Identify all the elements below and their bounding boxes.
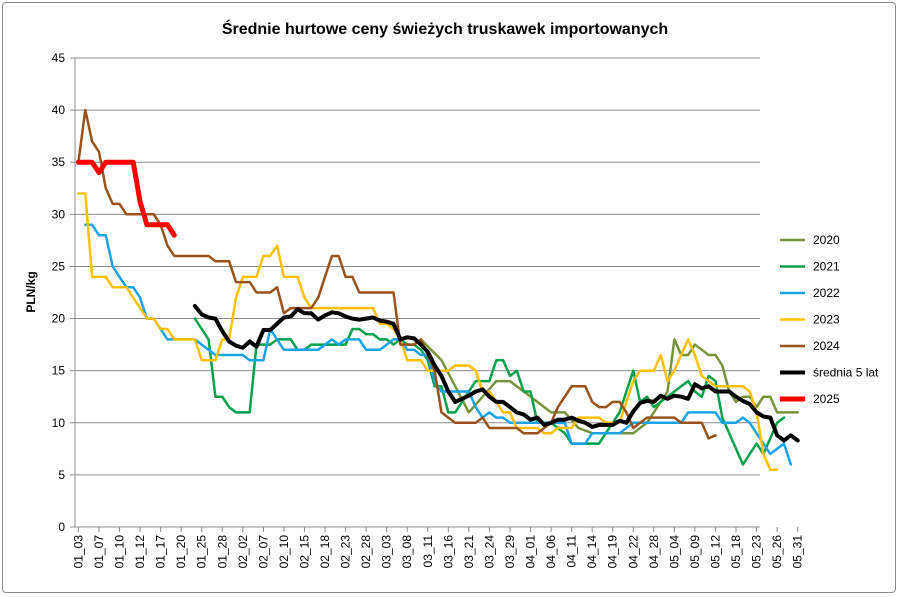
x-tick-label: 01_17 <box>154 535 168 569</box>
y-tick-label: 10 <box>52 416 66 430</box>
series-line-średnia-5-lat <box>192 304 800 443</box>
x-tick-label: 03_29 <box>503 535 517 569</box>
y-tick-label: 45 <box>52 51 66 65</box>
y-tick-label: 5 <box>58 468 65 482</box>
x-tick-label: 04_06 <box>544 535 558 569</box>
legend-label: 2023 <box>813 313 840 327</box>
y-tick-label: 40 <box>52 103 66 117</box>
x-tick-label: 05_23 <box>750 535 764 569</box>
legend-label: 2024 <box>813 339 840 353</box>
series-line-2021 <box>193 317 786 466</box>
x-tick-label: 05_26 <box>770 535 784 569</box>
x-tick-label: 05_31 <box>791 535 805 569</box>
x-tick-label: 04_28 <box>647 535 661 569</box>
x-tick-label: 03_08 <box>400 535 414 569</box>
gridlines <box>75 57 760 476</box>
x-axis-ticks: 01_03 01_07 01_10 01_12 01_17 01_20 01_25 01_28… <box>71 527 805 569</box>
x-tick-label: 05_04 <box>667 535 681 569</box>
x-tick-label: 01_07 <box>92 535 106 569</box>
y-tick-label: 35 <box>52 155 66 169</box>
x-tick-label: 05_09 <box>688 535 702 569</box>
x-tick-label: 01_12 <box>133 535 147 569</box>
series-line-2024 <box>77 108 717 440</box>
series-line-2023 <box>77 192 779 471</box>
x-tick-label: 03_16 <box>441 535 455 569</box>
y-tick-label: 20 <box>52 312 66 326</box>
x-tick-label: 02_07 <box>256 535 270 569</box>
x-tick-label: 01_28 <box>215 535 229 569</box>
y-axis-label: PLN/kg <box>24 271 38 312</box>
x-tick-label: 02_15 <box>297 535 311 569</box>
legend-label: 2021 <box>813 260 840 274</box>
x-tick-label: 03_03 <box>380 535 394 569</box>
y-axis-ticks: 0 5 10 15 20 25 30 35 40 45 <box>52 51 75 534</box>
chart-title: Średnie hurtowe ceny świeżych truskawek … <box>222 19 668 38</box>
legend-label: 2020 <box>813 233 840 247</box>
x-tick-label: 04_19 <box>606 535 620 569</box>
x-tick-label: 01_10 <box>113 535 127 569</box>
x-tick-label: 04_11 <box>565 535 579 568</box>
y-tick-label: 25 <box>52 259 66 273</box>
legend-label: średnia 5 lat <box>813 366 879 380</box>
y-tick-label: 30 <box>52 207 66 221</box>
x-tick-label: 01_03 <box>71 535 85 569</box>
x-tick-label: 02_10 <box>277 535 291 569</box>
legend-label: 2025 <box>813 392 840 406</box>
series-group <box>75 108 800 471</box>
x-tick-label: 03_21 <box>462 535 476 569</box>
x-tick-label: 05_12 <box>708 535 722 569</box>
x-tick-label: 03_24 <box>482 535 496 569</box>
x-tick-label: 04_01 <box>524 535 538 569</box>
x-tick-label: 02_23 <box>339 535 353 569</box>
axes <box>74 58 760 528</box>
x-tick-label: 02_02 <box>236 535 250 569</box>
y-tick-label: 0 <box>58 520 65 534</box>
x-tick-label: 05_18 <box>729 535 743 569</box>
x-tick-label: 01_25 <box>195 535 209 569</box>
x-tick-label: 04_14 <box>585 535 599 569</box>
legend-label: 2022 <box>813 286 840 300</box>
y-tick-label: 15 <box>52 364 66 378</box>
x-tick-label: 02_18 <box>318 535 332 569</box>
x-tick-label: 04_22 <box>626 535 640 569</box>
series-line-2025 <box>75 159 177 238</box>
legend: 2020 2021 2022 2023 2024 średnia 5 lat 2025 <box>780 233 879 406</box>
x-tick-label: 02_28 <box>359 535 373 569</box>
x-tick-label: 01_20 <box>174 535 188 569</box>
x-tick-label: 03_11 <box>421 535 435 568</box>
